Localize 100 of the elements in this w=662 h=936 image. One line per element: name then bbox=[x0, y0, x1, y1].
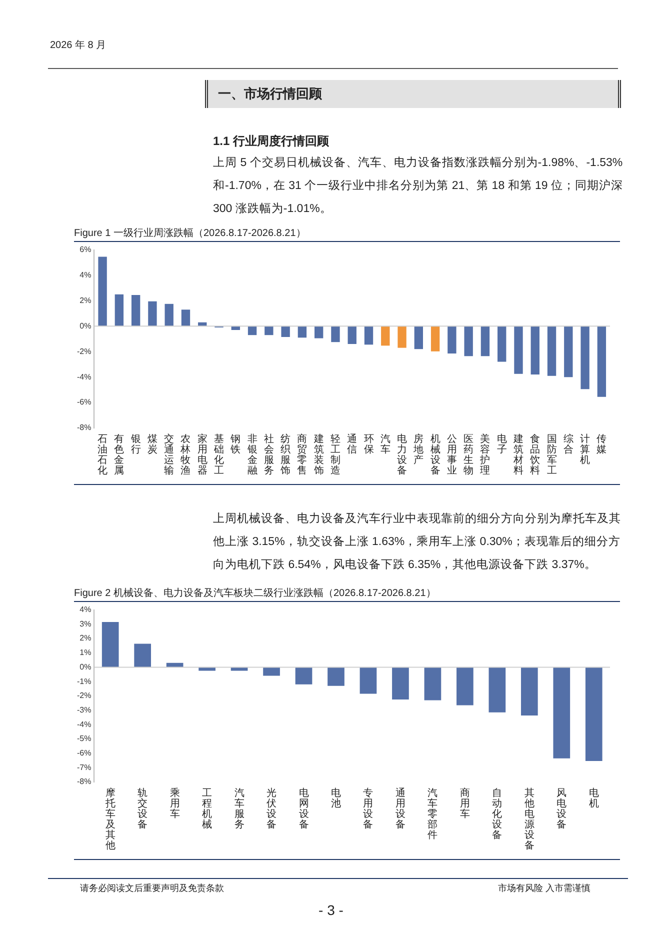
bar bbox=[424, 667, 442, 700]
x-tick-label: 社会服务 bbox=[264, 433, 274, 476]
x-tick-label: 综合 bbox=[563, 433, 574, 456]
bar bbox=[148, 301, 157, 326]
bar bbox=[564, 326, 573, 378]
x-tick-label: 环保 bbox=[364, 434, 374, 456]
y-tick-label: -4% bbox=[76, 372, 92, 382]
bar bbox=[430, 326, 440, 352]
bar bbox=[102, 622, 119, 668]
x-tick-label: 非银金融 bbox=[246, 433, 258, 476]
bar bbox=[547, 326, 556, 376]
x-tick-label: 电机 bbox=[588, 787, 599, 810]
bar bbox=[553, 667, 570, 758]
x-tick-label: 汽车服务 bbox=[234, 787, 244, 830]
x-tick-label: 摩托车及其他 bbox=[104, 787, 116, 852]
x-tick-label: 钢铁 bbox=[230, 434, 241, 456]
x-tick-label: 商贸零售 bbox=[297, 433, 308, 476]
bar bbox=[134, 644, 151, 668]
y-tick-label: 4% bbox=[80, 605, 92, 614]
bar bbox=[448, 326, 456, 354]
bar bbox=[580, 326, 590, 390]
text: 市场有风险 入市需谨慎 bbox=[498, 882, 591, 895]
x-tick-label: 风电设备 bbox=[556, 788, 567, 830]
y-tick-label: 1% bbox=[80, 648, 92, 658]
bar bbox=[198, 667, 216, 671]
text: 上周 5 个交易日机械设备、汽车、电力设备指数涨跌幅分别为-1.98%、-1.53%和-1.70%，在 31 个一级行业中排名分别为第 21、第 18 和第 19 位；同期沪深 300 涨跌幅为-1.01%。 bbox=[213, 155, 623, 217]
bar bbox=[498, 326, 506, 362]
x-tick-label: 煤炭 bbox=[147, 433, 158, 456]
bar bbox=[331, 326, 340, 342]
bar bbox=[456, 667, 474, 706]
text: 一、市场行情回顾 bbox=[205, 80, 621, 108]
y-tick-label: -8% bbox=[76, 423, 92, 432]
x-tick-label: 汽车零部件 bbox=[428, 787, 438, 841]
x-tick-label: 通信 bbox=[347, 433, 358, 456]
y-tick-label: -3% bbox=[76, 705, 92, 714]
x-tick-label: 电池 bbox=[330, 787, 341, 810]
bar bbox=[298, 326, 307, 338]
y-tick-label: -2% bbox=[76, 346, 92, 356]
x-tick-label: 轨交设备 bbox=[138, 787, 148, 830]
y-tick-label: 2% bbox=[80, 296, 92, 305]
bar bbox=[281, 326, 290, 337]
x-tick-label: 光伏设备 bbox=[266, 787, 277, 830]
bar bbox=[514, 326, 523, 374]
chart-title: Figure 1 一级行业周涨跌幅（2026.8.17-2026.8.21） bbox=[74, 226, 620, 242]
y-tick-label: -4% bbox=[76, 720, 92, 729]
x-tick-label: 医药生物 bbox=[464, 434, 474, 476]
x-tick-label: 电子 bbox=[496, 433, 507, 456]
x-tick-label: 计算机 bbox=[580, 433, 590, 466]
bar bbox=[520, 667, 538, 716]
y-tick-label: -7% bbox=[76, 762, 92, 772]
bar bbox=[488, 667, 506, 712]
bar bbox=[295, 667, 312, 684]
y-tick-label: 0% bbox=[80, 662, 92, 672]
text: 上周机械设备、电力设备及汽车行业中表现靠前的细分方向分别为摩托车及其他上涨 3.15%，轨交设备上涨 1.63%，乘用车上涨 0.30%；表现靠后的细分方向为电机下跌 6.54%，风电设备下跌 6.35%，其他电源设备下跌 3.37%。 bbox=[213, 511, 622, 573]
y-tick-label: -8% bbox=[76, 777, 92, 786]
bar bbox=[248, 326, 257, 336]
y-tick-label: -6% bbox=[76, 398, 92, 407]
x-tick-label: 纺织服饰 bbox=[280, 433, 291, 476]
x-tick-label: 通用设备 bbox=[395, 787, 406, 830]
x-tick-label: 有色金属 bbox=[114, 433, 124, 476]
x-tick-label: 建筑材料 bbox=[512, 433, 524, 476]
x-tick-label: 电网设备 bbox=[298, 787, 309, 830]
chart-title: Figure 2 机械设备、电力设备及汽车板块二级行业涨跌幅（2026.8.17-2026.8.21） bbox=[74, 586, 620, 602]
x-tick-label: 汽车 bbox=[380, 433, 390, 456]
text: 2026 年 8 月 bbox=[50, 39, 106, 52]
x-tick-label: 房地产 bbox=[412, 433, 424, 466]
bar bbox=[131, 294, 140, 326]
bar bbox=[464, 326, 473, 356]
y-tick-label: 2% bbox=[80, 634, 92, 643]
y-tick-label: 6% bbox=[80, 245, 92, 254]
x-tick-label: 美容护理 bbox=[479, 433, 490, 476]
bar bbox=[181, 310, 190, 326]
bar bbox=[328, 667, 344, 686]
x-tick-label: 工程机械 bbox=[202, 788, 212, 830]
x-tick-label: 自动化设备 bbox=[492, 787, 502, 841]
x-tick-label: 家用电器 bbox=[197, 433, 208, 476]
x-tick-label: 建筑装饰 bbox=[312, 433, 324, 476]
x-tick-label: 商用车 bbox=[460, 787, 470, 820]
bar bbox=[230, 667, 248, 671]
y-tick-label: -6% bbox=[76, 748, 92, 758]
bar bbox=[98, 256, 107, 326]
x-tick-label: 食品饮料 bbox=[529, 433, 540, 476]
bar bbox=[530, 326, 540, 375]
bar bbox=[360, 667, 377, 694]
x-tick-label: 国防军工 bbox=[546, 434, 557, 476]
x-tick-label: 银行 bbox=[130, 434, 141, 456]
bar bbox=[392, 667, 409, 700]
bar bbox=[364, 326, 374, 345]
x-tick-label: 公用事业 bbox=[446, 433, 457, 476]
bar bbox=[114, 294, 124, 326]
bar bbox=[164, 304, 174, 326]
x-tick-label: 轻工制造 bbox=[330, 433, 340, 476]
x-tick-label: 专用设备 bbox=[363, 787, 374, 830]
x-tick-label: 电力设备 bbox=[397, 433, 408, 476]
x-tick-label: 机械设备 bbox=[430, 433, 440, 476]
bar bbox=[585, 667, 602, 762]
bar bbox=[314, 326, 324, 338]
x-tick-label: 农林牧渔 bbox=[180, 434, 191, 476]
bar bbox=[263, 667, 280, 676]
text: 请务必阅读文后重要声明及免责条款 bbox=[80, 882, 224, 895]
